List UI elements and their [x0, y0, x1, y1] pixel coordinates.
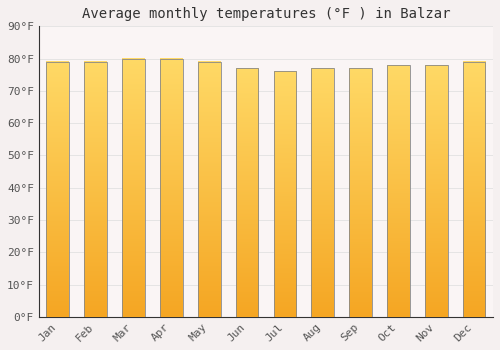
Bar	[122, 58, 145, 317]
Bar	[312, 68, 334, 317]
Bar	[236, 68, 258, 317]
Bar	[349, 68, 372, 317]
Bar	[160, 58, 182, 317]
Bar	[274, 71, 296, 317]
Bar	[198, 62, 220, 317]
Bar	[425, 65, 448, 317]
Bar	[387, 65, 410, 317]
Bar	[46, 62, 69, 317]
Title: Average monthly temperatures (°F ) in Balzar: Average monthly temperatures (°F ) in Ba…	[82, 7, 450, 21]
Bar	[84, 62, 107, 317]
Bar	[463, 62, 485, 317]
